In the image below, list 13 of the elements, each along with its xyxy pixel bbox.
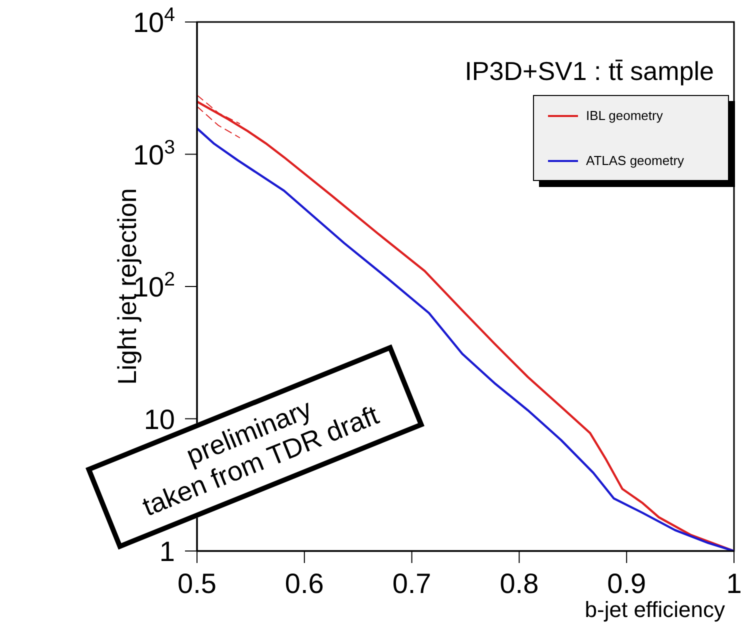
- x-tick-label: 0.7: [392, 568, 432, 599]
- text: IP3D+SV1 : tt̄ sample: [464, 56, 714, 86]
- x-tick-label: 0.9: [607, 568, 646, 599]
- x-tick-label: 0.6: [284, 568, 324, 599]
- x-tick-label: 0.5: [178, 568, 216, 599]
- legend-label: IBL geometry: [586, 108, 663, 123]
- y-tick-label: 10$^{4}$: [132, 4, 176, 38]
- y-tick-label: 10: [144, 404, 175, 435]
- x-tick-label: 0.8: [500, 568, 539, 599]
- y-tick-label: 10$^{3}$: [132, 136, 176, 170]
- legend-label: ATLAS geometry: [586, 153, 684, 168]
- x-tick-label: 1: [726, 568, 742, 599]
- x-axis-title: b-jet efficiency: [584, 597, 725, 622]
